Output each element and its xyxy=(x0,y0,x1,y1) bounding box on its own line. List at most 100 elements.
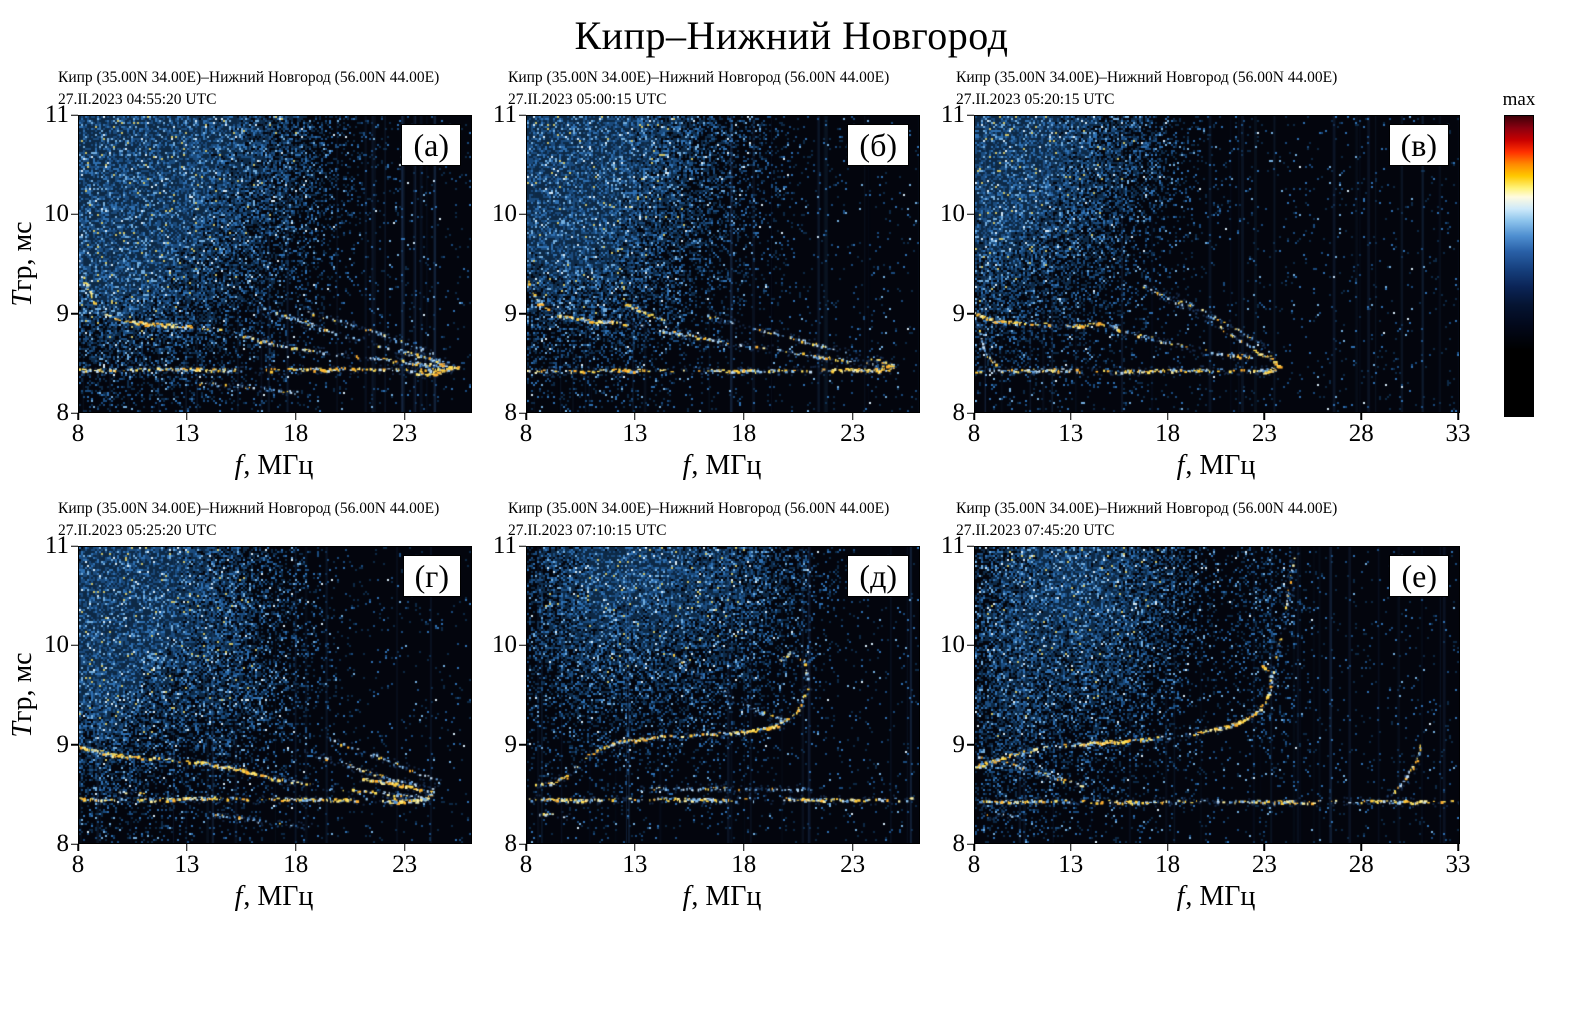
y-tick-mark xyxy=(967,644,974,647)
y-tick-mark xyxy=(71,114,78,116)
panel-grid: Кипр (35.00N 34.00E)–Нижний Новгород (56… xyxy=(7,67,1471,915)
x-tick-mark xyxy=(525,413,527,420)
panel-subtitle: Кипр (35.00N 34.00E)–Нижний Новгород (56… xyxy=(508,500,890,517)
x-tick-mark xyxy=(403,844,406,851)
y-tick-label: 10 xyxy=(492,631,517,659)
x-axis-label: f, МГц xyxy=(974,881,1458,915)
x-tick-label: 23 xyxy=(840,420,866,447)
spectrogram-canvas xyxy=(975,116,1459,412)
spectrogram-plot: (а) xyxy=(78,115,472,413)
y-axis-ticks: 8 9 10 11 xyxy=(36,532,78,857)
y-axis-ticks: 8 9 10 11 xyxy=(484,101,526,426)
x-tick-label: 18 xyxy=(283,851,309,878)
panel-corner-label: (б) xyxy=(847,124,909,166)
x-axis-label-rest: , МГц xyxy=(243,881,314,912)
y-axis-ticks: 8 9 10 11 xyxy=(484,532,526,857)
x-axis-label-italic: f xyxy=(682,450,691,481)
panel-subtitle: Кипр (35.00N 34.00E)–Нижний Новгород (56… xyxy=(956,500,1338,517)
x-tick-mark xyxy=(186,413,188,420)
y-tick-mark xyxy=(967,743,974,746)
panel-corner-label: (д) xyxy=(847,555,909,597)
y-tick-mark xyxy=(519,312,526,315)
y-tick-label: 11 xyxy=(940,532,965,559)
y-tick-label: 10 xyxy=(44,631,69,659)
y-tick-label: 11 xyxy=(44,101,69,128)
y-tick-label: 11 xyxy=(44,532,69,559)
panel-timestamp: 27.II.2023 07:45:20 UTC xyxy=(956,522,1115,540)
x-tick-mark xyxy=(634,844,636,851)
x-tick-mark xyxy=(295,844,297,851)
x-tick-mark xyxy=(1070,413,1072,420)
x-tick-label: 8 xyxy=(519,420,533,447)
y-tick-mark xyxy=(967,412,974,414)
x-tick-mark xyxy=(743,844,745,851)
y-tick-mark xyxy=(71,743,78,746)
panel-timestamp: 27.II.2023 05:20:15 UTC xyxy=(956,91,1115,109)
panel-header: Кипр (35.00N 34.00E)–Нижний Новгород (56… xyxy=(508,67,920,115)
spectrogram-plot: (г) xyxy=(78,546,472,844)
x-axis-ticks: 8 13 18 23 28 33 xyxy=(968,844,1471,881)
x-tick-label: 8 xyxy=(71,420,85,447)
x-tick-mark xyxy=(1360,844,1362,851)
y-tick-label: 11 xyxy=(940,101,965,128)
y-tick-label: 8 xyxy=(56,830,70,857)
y-axis-ticks: 8 9 10 11 xyxy=(36,101,78,426)
spectrogram-plot: (е) xyxy=(974,546,1460,844)
x-tick-mark xyxy=(1166,413,1169,420)
x-tick-label: 13 xyxy=(174,420,200,447)
spectrogram-plot: (б) xyxy=(526,115,920,413)
y-axis-label: Тгр, мс xyxy=(7,115,38,413)
y-tick-mark xyxy=(967,312,974,315)
x-tick-label: 13 xyxy=(1058,851,1084,878)
x-tick-mark xyxy=(1166,844,1169,851)
x-axis-label-italic: f xyxy=(1176,450,1185,481)
y-tick-mark xyxy=(519,843,526,845)
y-tick-mark xyxy=(967,545,974,547)
x-tick-mark xyxy=(186,844,188,851)
y-tick-label: 8 xyxy=(504,830,518,857)
panel-subtitle: Кипр (35.00N 34.00E)–Нижний Новгород (56… xyxy=(956,69,1338,86)
x-tick-label: 23 xyxy=(392,420,418,447)
x-axis-ticks: 8 13 18 23 xyxy=(72,844,470,881)
panel-subtitle: Кипр (35.00N 34.00E)–Нижний Новгород (56… xyxy=(58,69,440,86)
y-tick-mark xyxy=(519,743,526,746)
x-tick-mark xyxy=(851,413,854,420)
y-axis-label: Тгр, мс xyxy=(7,546,38,844)
x-tick-label: 8 xyxy=(71,851,85,878)
x-tick-label: 23 xyxy=(1251,851,1277,878)
x-axis-ticks: 8 13 18 23 xyxy=(520,413,918,450)
x-tick-mark xyxy=(743,413,745,420)
x-tick-label: 8 xyxy=(967,851,981,878)
x-axis-label-rest: , МГц xyxy=(243,450,314,481)
y-axis-label-rest: гр, мс xyxy=(7,221,38,292)
y-tick-mark xyxy=(519,412,526,414)
x-tick-label: 18 xyxy=(1155,851,1181,878)
spectrogram-plot: (в) xyxy=(974,115,1460,413)
y-tick-label: 10 xyxy=(44,200,69,228)
y-tick-label: 9 xyxy=(952,730,966,758)
y-tick-mark xyxy=(71,412,78,414)
y-tick-mark xyxy=(519,114,526,116)
panel-corner-label: (г) xyxy=(402,555,461,597)
y-tick-label: 10 xyxy=(940,631,965,659)
panel-corner-label: (в) xyxy=(1388,124,1449,166)
y-tick-mark xyxy=(71,312,78,315)
x-tick-mark xyxy=(525,844,527,851)
colorbar xyxy=(1504,115,1534,417)
x-tick-mark xyxy=(295,413,297,420)
x-axis-label-rest: , МГц xyxy=(1185,450,1256,481)
panel-header: Кипр (35.00N 34.00E)–Нижний Новгород (56… xyxy=(508,498,920,546)
panel-corner-label: (е) xyxy=(1389,555,1449,597)
panel-header: Кипр (35.00N 34.00E)–Нижний Новгород (56… xyxy=(956,67,1460,115)
x-tick-mark xyxy=(973,844,975,851)
y-tick-label: 9 xyxy=(56,730,70,758)
x-tick-mark xyxy=(77,413,79,420)
x-tick-label: 13 xyxy=(622,851,648,878)
x-tick-label: 13 xyxy=(622,420,648,447)
x-tick-mark xyxy=(1360,413,1362,420)
y-tick-label: 10 xyxy=(940,200,965,228)
y-tick-label: 9 xyxy=(504,730,518,758)
x-tick-label: 18 xyxy=(1155,420,1181,447)
figure-body: Кипр (35.00N 34.00E)–Нижний Новгород (56… xyxy=(0,67,1583,915)
x-axis-label-italic: f xyxy=(234,450,243,481)
